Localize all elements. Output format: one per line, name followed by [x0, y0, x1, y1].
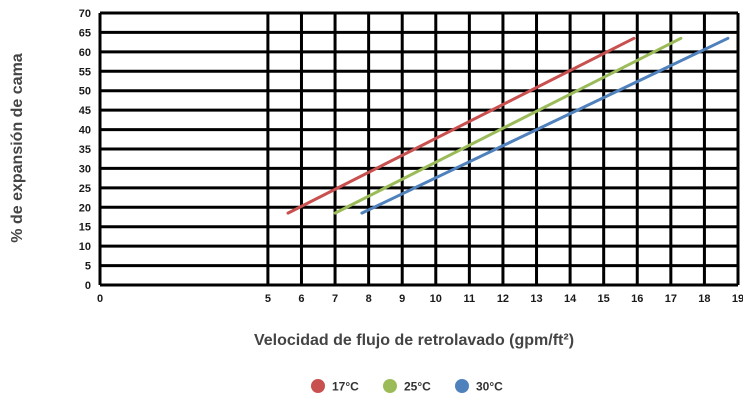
y-tick-labels: 0 5 10 15 20 25 30 35 40 45 50 55 60 65 70: [79, 8, 91, 292]
x-tick-label-16: 16: [631, 293, 643, 305]
x-tick-label-9: 9: [399, 293, 405, 305]
x-tick-label-5: 5: [265, 293, 271, 305]
legend-marker-1: [311, 379, 325, 393]
x-tick-label-12: 12: [497, 293, 509, 305]
x-tick-label-19: 19: [732, 293, 743, 305]
x-tick-label-14: 14: [564, 293, 577, 305]
y-tick-label-25: 25: [79, 183, 91, 195]
legend-label-2: 25°C: [404, 380, 431, 394]
legend: 17°C 25°C 30°C: [311, 379, 503, 394]
x-tick-label-10: 10: [430, 293, 442, 305]
x-tick-label-13: 13: [530, 293, 542, 305]
y-tick-label-15: 15: [79, 222, 91, 234]
x-axis-title: Velocidad de flujo de retrolavado (gpm/f…: [254, 332, 574, 349]
y-tick-label-10: 10: [79, 241, 91, 253]
y-tick-label-50: 50: [79, 86, 91, 98]
series-line-1: [286, 36, 636, 215]
y-tick-label-0: 0: [85, 280, 91, 292]
x-tick-label-8: 8: [366, 293, 372, 305]
y-tick-label-40: 40: [79, 125, 91, 137]
y-tick-label-30: 30: [79, 163, 91, 175]
legend-marker-3: [455, 379, 469, 393]
x-tick-label-6: 6: [298, 293, 304, 305]
y-tick-label-45: 45: [79, 105, 91, 117]
legend-label-1: 17°C: [332, 380, 359, 394]
y-tick-label-55: 55: [79, 66, 91, 78]
legend-marker-2: [383, 379, 397, 393]
y-tick-label-35: 35: [79, 144, 91, 156]
y-tick-label-20: 20: [79, 202, 91, 214]
y-tick-label-60: 60: [79, 47, 91, 59]
x-tick-labels: 0 5 6 7 8 9 10 11 12 13 14 15 16 17 18 19: [97, 293, 743, 305]
series-line-2: [333, 36, 683, 215]
x-tick-label-7: 7: [332, 293, 338, 305]
y-tick-label-70: 70: [79, 8, 91, 20]
legend-label-3: 30°C: [476, 380, 503, 394]
series-lines: [286, 36, 730, 215]
grid-lines: [98, 11, 740, 287]
y-tick-label-65: 65: [79, 27, 91, 39]
y-axis-title: % de expansión de cama: [9, 53, 26, 243]
x-tick-label-15: 15: [598, 293, 610, 305]
series-line-3: [360, 36, 730, 215]
x-tick-label-18: 18: [698, 293, 710, 305]
y-tick-label-5: 5: [85, 261, 91, 273]
x-tick-label-17: 17: [665, 293, 677, 305]
x-tick-label-11: 11: [464, 293, 476, 305]
x-tick-label-0: 0: [97, 293, 103, 305]
